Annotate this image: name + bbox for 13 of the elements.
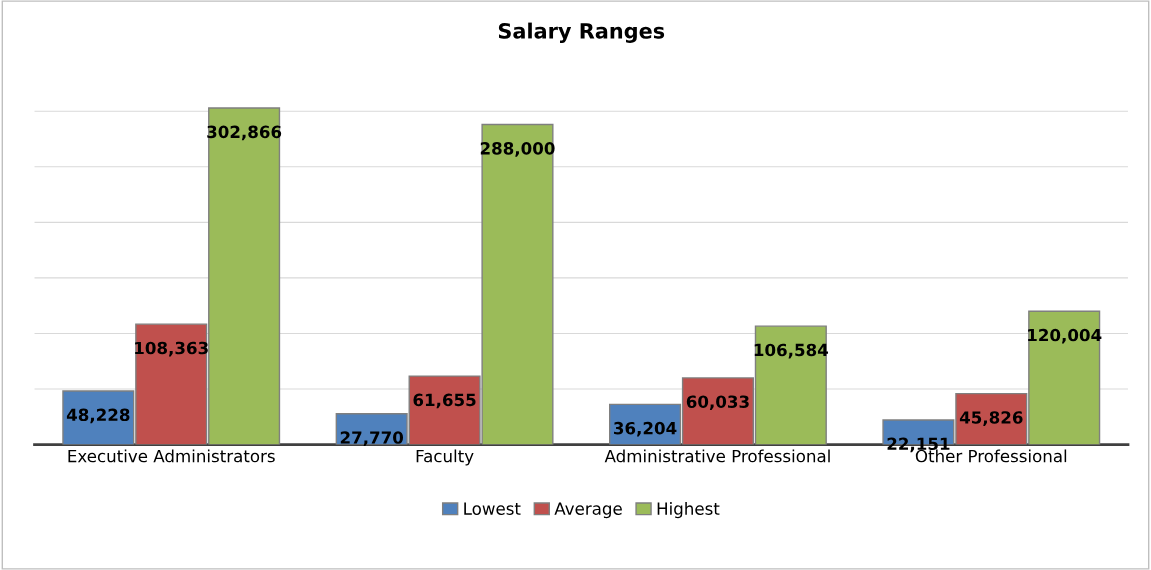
legend-label: Average	[554, 502, 622, 519]
chart-title: Salary Ranges	[498, 22, 665, 43]
data-label: 61,655	[413, 393, 476, 409]
legend-label: Lowest	[464, 502, 521, 515]
data-label: 48,228	[66, 408, 130, 424]
data-label: 36,204	[614, 421, 677, 437]
data-label: 45,826	[959, 411, 1023, 426]
data-label: 27,770	[340, 431, 404, 446]
data-label: 60,033	[686, 395, 749, 411]
x-tick-label: Executive Administrators	[68, 449, 275, 463]
legend-label: Highest	[657, 502, 720, 519]
x-tick-label: Faculty	[416, 449, 474, 466]
x-tick-label: Administrative Professional	[604, 449, 830, 463]
